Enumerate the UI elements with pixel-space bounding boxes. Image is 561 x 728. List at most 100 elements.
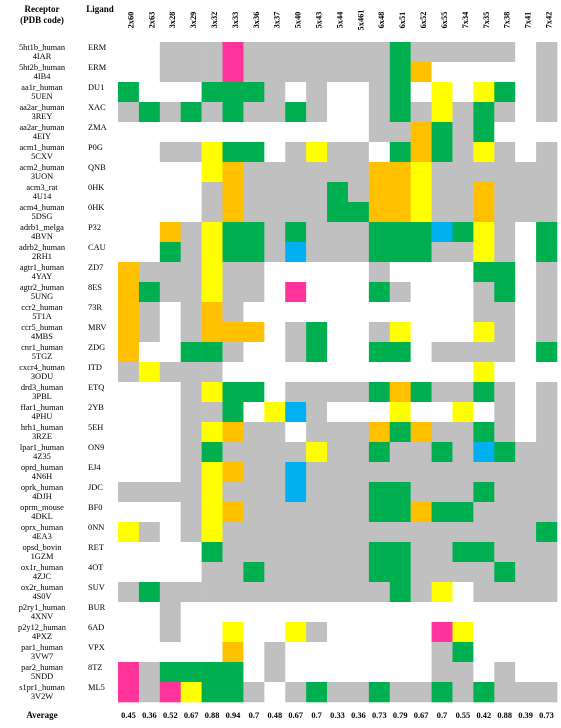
cell-oprd_human-4N6H-3x36	[243, 462, 265, 483]
cell-par2_human-5NDD-3x37	[264, 662, 286, 683]
row-ligand-label: 8ES	[88, 283, 102, 292]
cell-ox1r_human-4ZJC-7x41	[515, 562, 537, 583]
cell-ffar1_human-4PHU-3x33	[222, 402, 244, 423]
cell-aa2ar_human-4EIY-5x44	[327, 122, 349, 143]
cell-acm2_human-3UON-6x51	[389, 162, 411, 183]
row-pdb-label: 4IAR	[33, 52, 52, 61]
cell-oprk_human-4DJH-2x63	[138, 482, 161, 503]
cell-5ht1b_human-4IAR-7x34	[452, 42, 474, 63]
cell-agtr1_human-4YAY-3x36	[243, 262, 265, 283]
cell-oprk_human-4DJH-7x35	[473, 482, 495, 503]
cell-agtr2_human-5UNG-3x36	[243, 282, 265, 303]
cell-ox2r_human-4S0V-2x63	[138, 582, 161, 603]
cell-agtr2_human-5UNG-2x60	[118, 282, 140, 303]
cell-5ht1b_human-4IAR-7x42	[536, 42, 558, 63]
cell-opsd_bovin-1GZM-5x44	[327, 542, 349, 563]
cell-agtr1_human-4YAY-6x52	[410, 262, 432, 283]
cell-acm1_human-5CXV-6x51	[389, 142, 411, 163]
row-ligand-label: ZMA	[88, 123, 107, 132]
cell-5ht1b_human-4IAR-7x38	[494, 42, 516, 63]
cell-cxcr4_human-3ODU-7x42	[536, 362, 558, 383]
cell-p2y12_human-4PXZ-3x28	[159, 622, 182, 643]
cell-opsd_bovin-1GZM-3x32	[201, 542, 223, 563]
cell-par2_human-5NDD-3x29	[180, 662, 202, 683]
cell-opsd_bovin-1GZM-7x34	[452, 542, 474, 563]
cell-agtr2_human-5UNG-7x42	[536, 282, 558, 303]
cell-acm1_human-5CXV-3x32	[201, 142, 223, 163]
average-value-3x28: 0.52	[163, 711, 178, 720]
cell-adrb1_melga-4BVN-3x28	[159, 222, 182, 243]
average-value-3x29: 0.67	[184, 711, 199, 720]
cell-acm1_human-5CXV-7x38	[494, 142, 516, 163]
cell-aa2ar_human-3REY-7x42	[536, 102, 558, 123]
column-label-6x55: 6x55	[440, 12, 449, 29]
cell-oprm_mouse-4DKL-3x28	[159, 502, 182, 523]
average-value-7x35: 0.42	[476, 711, 491, 720]
cell-cnr1_human-5TGZ-3x29	[180, 342, 202, 363]
cell-adrb1_melga-4BVN-3x33	[222, 222, 244, 243]
cell-ffar1_human-4PHU-3x29	[180, 402, 202, 423]
row-receptor-label: lpar1_human	[20, 443, 65, 452]
cell-acm4_human-5DSG-3x36	[243, 202, 265, 223]
cell-acm3_rat-4U14-7x35	[473, 182, 495, 203]
cell-acm1_human-5CXV-6x52	[410, 142, 432, 163]
cell-oprx_human-4EA3-5x461	[347, 522, 370, 543]
row-receptor-label: adrb2_human	[19, 243, 66, 252]
cell-drd3_human-3PBL-5x44	[327, 382, 349, 403]
cell-aa2ar_human-4EIY-3x37	[264, 122, 286, 143]
row-receptor-label: oprk_human	[21, 483, 64, 492]
cell-acm3_rat-4U14-3x32	[201, 182, 223, 203]
cell-agtr2_human-5UNG-7x35	[473, 282, 495, 303]
cell-agtr1_human-4YAY-5x43	[306, 262, 328, 283]
cell-ccr5_human-4MBS-7x38	[494, 322, 516, 343]
cell-adrb1_melga-4BVN-5x461	[347, 222, 370, 243]
cell-aa2ar_human-3REY-7x41	[515, 102, 537, 123]
cell-agtr1_human-4YAY-6x48	[368, 262, 391, 283]
cell-aa2ar_human-4EIY-6x55	[431, 122, 453, 143]
row-ligand-label: XAC	[88, 103, 106, 112]
cell-lpar1_human-4Z35-7x41	[515, 442, 537, 463]
cell-p2y12_human-4PXZ-6x51	[389, 622, 411, 643]
cell-aa2ar_human-4EIY-3x28	[159, 122, 182, 143]
cell-par1_human-3VW7-3x28	[159, 642, 182, 663]
cell-oprd_human-4N6H-3x28	[159, 462, 182, 483]
cell-par2_human-5NDD-5x40	[285, 662, 307, 683]
cell-adrb2_human-2RH1-6x51	[389, 242, 411, 263]
cell-ccr2_human-5T1A-3x28	[159, 302, 182, 323]
cell-5ht1b_human-4IAR-3x28	[159, 42, 182, 63]
cell-agtr2_human-5UNG-7x41	[515, 282, 537, 303]
cell-acm1_human-5CXV-5x43	[306, 142, 328, 163]
cell-acm4_human-5DSG-6x55	[431, 202, 453, 223]
cell-agtr1_human-4YAY-7x38	[494, 262, 516, 283]
cell-oprx_human-4EA3-7x41	[515, 522, 537, 543]
row-pdb-label: 4S0V	[32, 592, 51, 601]
cell-par2_human-5NDD-6x55	[431, 662, 453, 683]
cell-oprk_human-4DJH-2x60	[118, 482, 140, 503]
cell-lpar1_human-4Z35-6x48	[368, 442, 391, 463]
cell-ox2r_human-4S0V-7x41	[515, 582, 537, 603]
cell-oprd_human-4N6H-5x43	[306, 462, 328, 483]
cell-agtr2_human-5UNG-6x52	[410, 282, 432, 303]
cell-hrh1_human-3RZE-5x44	[327, 422, 349, 443]
cell-ox2r_human-4S0V-7x38	[494, 582, 516, 603]
cell-p2ry1_human-4XNV-6x55	[431, 602, 453, 623]
cell-drd3_human-3PBL-5x461	[347, 382, 370, 403]
cell-p2y12_human-4PXZ-6x55	[431, 622, 453, 643]
cell-p2y12_human-4PXZ-7x38	[494, 622, 516, 643]
cell-p2ry1_human-4XNV-7x38	[494, 602, 516, 623]
cell-ox2r_human-4S0V-7x35	[473, 582, 495, 603]
cell-cnr1_human-5TGZ-3x33	[222, 342, 244, 363]
cell-acm4_human-5DSG-3x33	[222, 202, 244, 223]
cell-opsd_bovin-1GZM-3x33	[222, 542, 244, 563]
cell-aa2ar_human-3REY-6x52	[410, 102, 432, 123]
cell-acm2_human-3UON-2x60	[118, 162, 140, 183]
cell-aa1r_human-5UEN-5x43	[306, 82, 328, 103]
row-receptor-label: aa1r_human	[21, 83, 63, 92]
cell-adrb1_melga-4BVN-6x48	[368, 222, 391, 243]
row-ligand-label: EJ4	[88, 463, 101, 472]
cell-oprm_mouse-4DKL-6x52	[410, 502, 432, 523]
cell-aa2ar_human-4EIY-5x43	[306, 122, 328, 143]
cell-5ht1b_human-4IAR-5x44	[327, 42, 349, 63]
cell-5ht1b_human-4IAR-3x33	[222, 42, 244, 63]
average-value-3x36: 0.7	[249, 711, 259, 720]
